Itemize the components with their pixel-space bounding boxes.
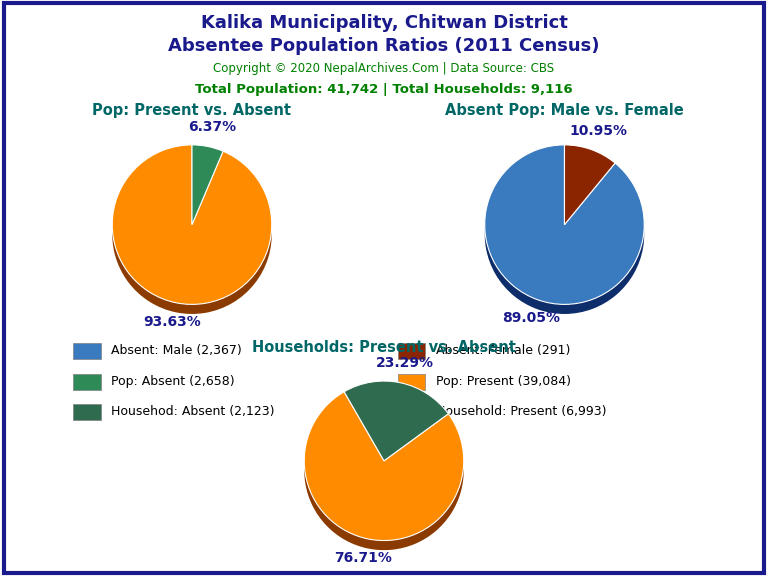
Title: Households: Present vs. Absent: Households: Present vs. Absent	[252, 340, 516, 355]
Text: Pop: Present (39,084): Pop: Present (39,084)	[436, 375, 571, 388]
Wedge shape	[344, 391, 449, 471]
Text: Copyright © 2020 NepalArchives.Com | Data Source: CBS: Copyright © 2020 NepalArchives.Com | Dat…	[214, 62, 554, 75]
Bar	[73, 374, 101, 390]
Wedge shape	[564, 154, 615, 234]
Text: Absentee Population Ratios (2011 Census): Absentee Population Ratios (2011 Census)	[168, 37, 600, 55]
Bar	[73, 343, 101, 359]
Text: 89.05%: 89.05%	[502, 312, 560, 325]
Bar	[398, 404, 425, 420]
Wedge shape	[485, 154, 644, 314]
Wedge shape	[192, 145, 223, 225]
Text: Absent: Female (291): Absent: Female (291)	[436, 344, 570, 357]
Wedge shape	[485, 145, 644, 304]
Wedge shape	[304, 392, 464, 540]
Text: 6.37%: 6.37%	[187, 120, 236, 134]
Text: Household: Present (6,993): Household: Present (6,993)	[436, 405, 607, 418]
Bar	[73, 404, 101, 420]
Wedge shape	[112, 145, 272, 304]
Text: 76.71%: 76.71%	[335, 551, 392, 565]
Wedge shape	[112, 154, 272, 314]
Bar	[398, 343, 425, 359]
Wedge shape	[344, 381, 449, 461]
Wedge shape	[304, 401, 464, 550]
Text: 93.63%: 93.63%	[144, 315, 201, 329]
Title: Pop: Present vs. Absent: Pop: Present vs. Absent	[92, 104, 292, 119]
Text: Househod: Absent (2,123): Househod: Absent (2,123)	[111, 405, 274, 418]
Text: Kalika Municipality, Chitwan District: Kalika Municipality, Chitwan District	[200, 14, 568, 32]
Text: 23.29%: 23.29%	[376, 357, 434, 370]
Text: Pop: Absent (2,658): Pop: Absent (2,658)	[111, 375, 234, 388]
Text: 10.95%: 10.95%	[569, 124, 627, 138]
Title: Absent Pop: Male vs. Female: Absent Pop: Male vs. Female	[445, 104, 684, 119]
Wedge shape	[192, 154, 223, 234]
Text: Absent: Male (2,367): Absent: Male (2,367)	[111, 344, 242, 357]
Wedge shape	[564, 145, 615, 225]
Bar	[398, 374, 425, 390]
Text: Total Population: 41,742 | Total Households: 9,116: Total Population: 41,742 | Total Househo…	[195, 83, 573, 96]
